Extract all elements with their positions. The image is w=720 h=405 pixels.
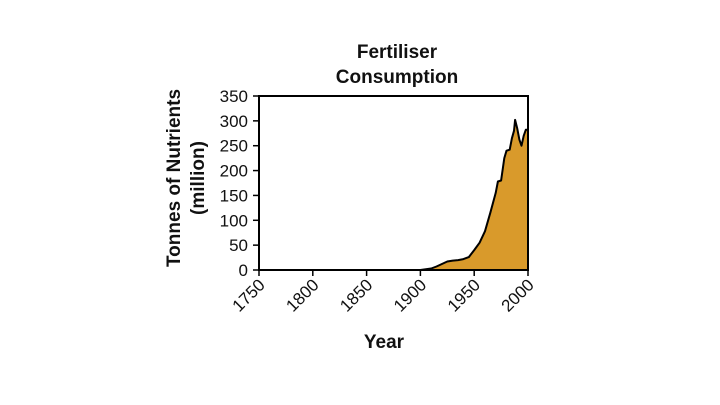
area-layer [259,118,528,271]
series-line [259,118,528,271]
x-tick-label: 1900 [390,275,430,315]
y-axis-label-line-2: (million) [188,141,209,215]
y-tick-label: 250 [220,137,248,156]
plot-frame [258,95,529,271]
y-tick-label: 0 [239,261,248,280]
x-tick-label: 1800 [282,275,322,315]
x-axis-label: Year [364,332,405,353]
x-ticks: 1750 1800 1850 1900 1950 2000 [229,270,538,316]
y-ticks: 0 50 100 150 200 250 300 350 [220,87,259,280]
series-area [259,119,528,271]
x-tick-label: 2000 [498,275,538,315]
y-tick-label: 200 [220,162,248,181]
y-tick-label: 150 [220,186,248,205]
y-tick-label: 50 [229,236,248,255]
chart-title-line-2: Consumption [336,67,458,88]
y-tick-label: 350 [220,87,248,106]
y-axis-label: Tonnes of Nutrients (million) [164,89,209,267]
y-axis-label-line-1: Tonnes of Nutrients [164,89,185,267]
x-tick-label: 1850 [336,275,376,315]
y-tick-label: 300 [220,112,248,131]
x-tick-label: 1950 [444,275,484,315]
chart-title-line-1: Fertiliser [357,42,438,63]
y-tick-label: 100 [220,211,248,230]
x-tick-label: 1750 [229,275,269,315]
